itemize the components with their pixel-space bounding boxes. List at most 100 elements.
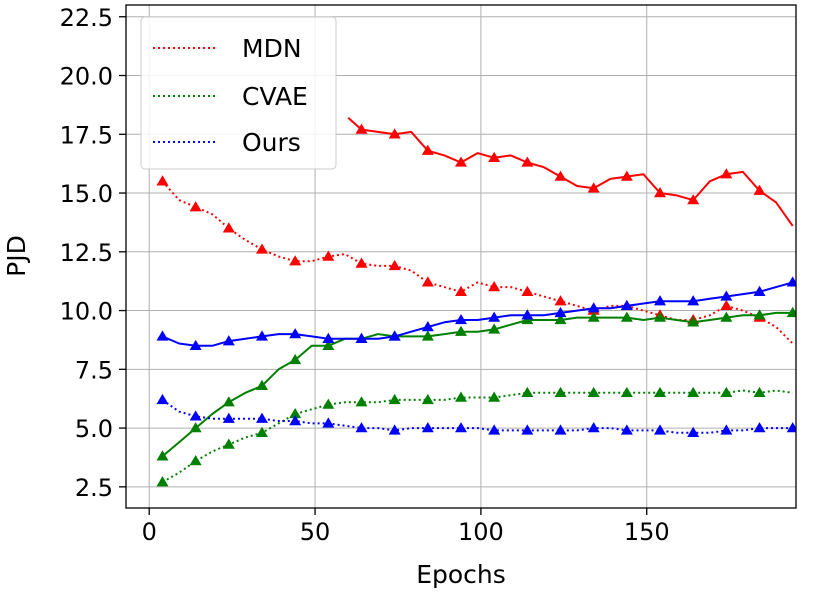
- data-point-ours: [189, 410, 202, 421]
- data-point-mdn: [222, 222, 235, 233]
- data-point-cvae: [156, 450, 169, 461]
- data-point-mdn: [720, 299, 733, 311]
- ticks: 0 50 100 150 2.5 5.0 7.5 10.0 12.5 15.0 17.5 20.0 22…: [60, 4, 670, 546]
- data-point-cvae: [720, 386, 733, 398]
- data-point-ours: [222, 412, 235, 423]
- data-point-ours: [189, 339, 202, 351]
- data-point-cvae: [222, 396, 235, 407]
- legend-label-cvae: CVAE: [242, 82, 308, 111]
- data-point-mdn: [388, 128, 401, 139]
- data-point-ours: [753, 422, 766, 433]
- data-point-cvae: [554, 386, 567, 398]
- data-point-mdn: [156, 175, 169, 186]
- data-point-cvae: [455, 325, 467, 336]
- data-point-ours: [455, 422, 467, 433]
- y-tick-label: 10.0: [60, 298, 113, 326]
- data-point-ours: [554, 306, 567, 318]
- data-point-ours: [322, 332, 335, 343]
- data-point-ours: [156, 330, 169, 341]
- data-point-ours: [687, 295, 700, 306]
- data-point-ours: [620, 424, 633, 435]
- data-point-ours: [355, 422, 368, 433]
- data-point-ours: [521, 424, 534, 435]
- data-point-ours: [455, 313, 467, 325]
- data-point-mdn: [654, 187, 667, 198]
- series-line-cvae-solid: [161, 311, 793, 458]
- data-point-ours: [620, 299, 633, 311]
- data-point-cvae: [255, 426, 268, 437]
- data-point-cvae: [687, 316, 700, 327]
- y-tick-label: 5.0: [75, 415, 113, 443]
- data-point-ours: [786, 276, 796, 287]
- y-tick-label: 22.5: [60, 4, 113, 32]
- data-point-mdn: [720, 168, 733, 179]
- data-point-mdn: [554, 295, 567, 306]
- data-point-ours: [322, 417, 335, 428]
- data-point-ours: [488, 424, 501, 435]
- data-point-cvae: [388, 393, 401, 405]
- legend: MDN CVAE Ours: [140, 16, 337, 170]
- series-layer: [156, 117, 796, 487]
- x-tick-label: 50: [300, 518, 331, 546]
- series-ours-solid: [156, 276, 796, 351]
- data-point-cvae: [687, 386, 700, 398]
- data-point-cvae: [156, 476, 169, 487]
- data-point-ours: [355, 332, 368, 343]
- legend-box: [140, 16, 337, 170]
- data-point-mdn: [587, 182, 600, 193]
- data-point-cvae: [421, 393, 434, 405]
- plot-frame: [125, 4, 797, 509]
- data-point-mdn: [620, 170, 633, 181]
- data-point-cvae: [654, 311, 667, 322]
- data-point-ours: [255, 330, 268, 341]
- x-tick-label: 0: [142, 518, 157, 546]
- data-point-cvae: [289, 353, 302, 365]
- series-cvae-dotted: [156, 386, 793, 487]
- data-point-ours: [587, 302, 600, 313]
- x-axis-label: Epochs: [416, 560, 506, 589]
- data-point-ours: [720, 424, 733, 435]
- data-point-mdn: [189, 201, 202, 212]
- data-point-ours: [654, 424, 667, 435]
- data-point-cvae: [255, 379, 268, 390]
- data-point-cvae: [222, 438, 235, 449]
- data-point-ours: [720, 290, 733, 301]
- data-point-ours: [388, 424, 401, 435]
- data-point-cvae: [620, 311, 633, 322]
- series-ours-dotted: [156, 393, 796, 437]
- data-point-mdn: [388, 259, 401, 271]
- data-point-ours: [421, 321, 434, 332]
- data-point-ours: [753, 285, 766, 296]
- data-point-cvae: [189, 454, 202, 466]
- data-point-ours: [388, 330, 401, 341]
- data-point-ours: [156, 393, 169, 405]
- data-point-cvae: [189, 422, 202, 433]
- data-point-cvae: [587, 311, 600, 322]
- data-point-ours: [654, 295, 667, 306]
- y-tick-label: 12.5: [60, 239, 113, 267]
- data-point-ours: [587, 422, 600, 433]
- y-tick-label: 20.0: [60, 63, 113, 91]
- legend-entry-ours: Ours: [153, 128, 301, 157]
- data-point-cvae: [488, 391, 501, 402]
- data-point-ours: [222, 335, 235, 346]
- data-point-mdn: [488, 281, 501, 292]
- data-point-cvae: [322, 339, 335, 351]
- y-tick-label: 7.5: [75, 356, 113, 384]
- data-point-cvae: [289, 407, 302, 419]
- data-point-ours: [521, 309, 534, 320]
- data-point-cvae: [421, 330, 434, 341]
- data-point-mdn: [355, 257, 368, 268]
- data-point-ours: [289, 415, 302, 426]
- data-point-ours: [289, 328, 302, 339]
- legend-label-mdn: MDN: [242, 34, 302, 63]
- data-point-mdn: [455, 156, 467, 167]
- data-point-mdn: [289, 255, 302, 266]
- series-line-ours-solid: [162, 281, 793, 347]
- series-line-mdn-solid: [347, 117, 794, 227]
- data-point-cvae: [488, 323, 501, 334]
- y-tick-label: 2.5: [75, 474, 113, 502]
- data-point-mdn: [753, 184, 766, 195]
